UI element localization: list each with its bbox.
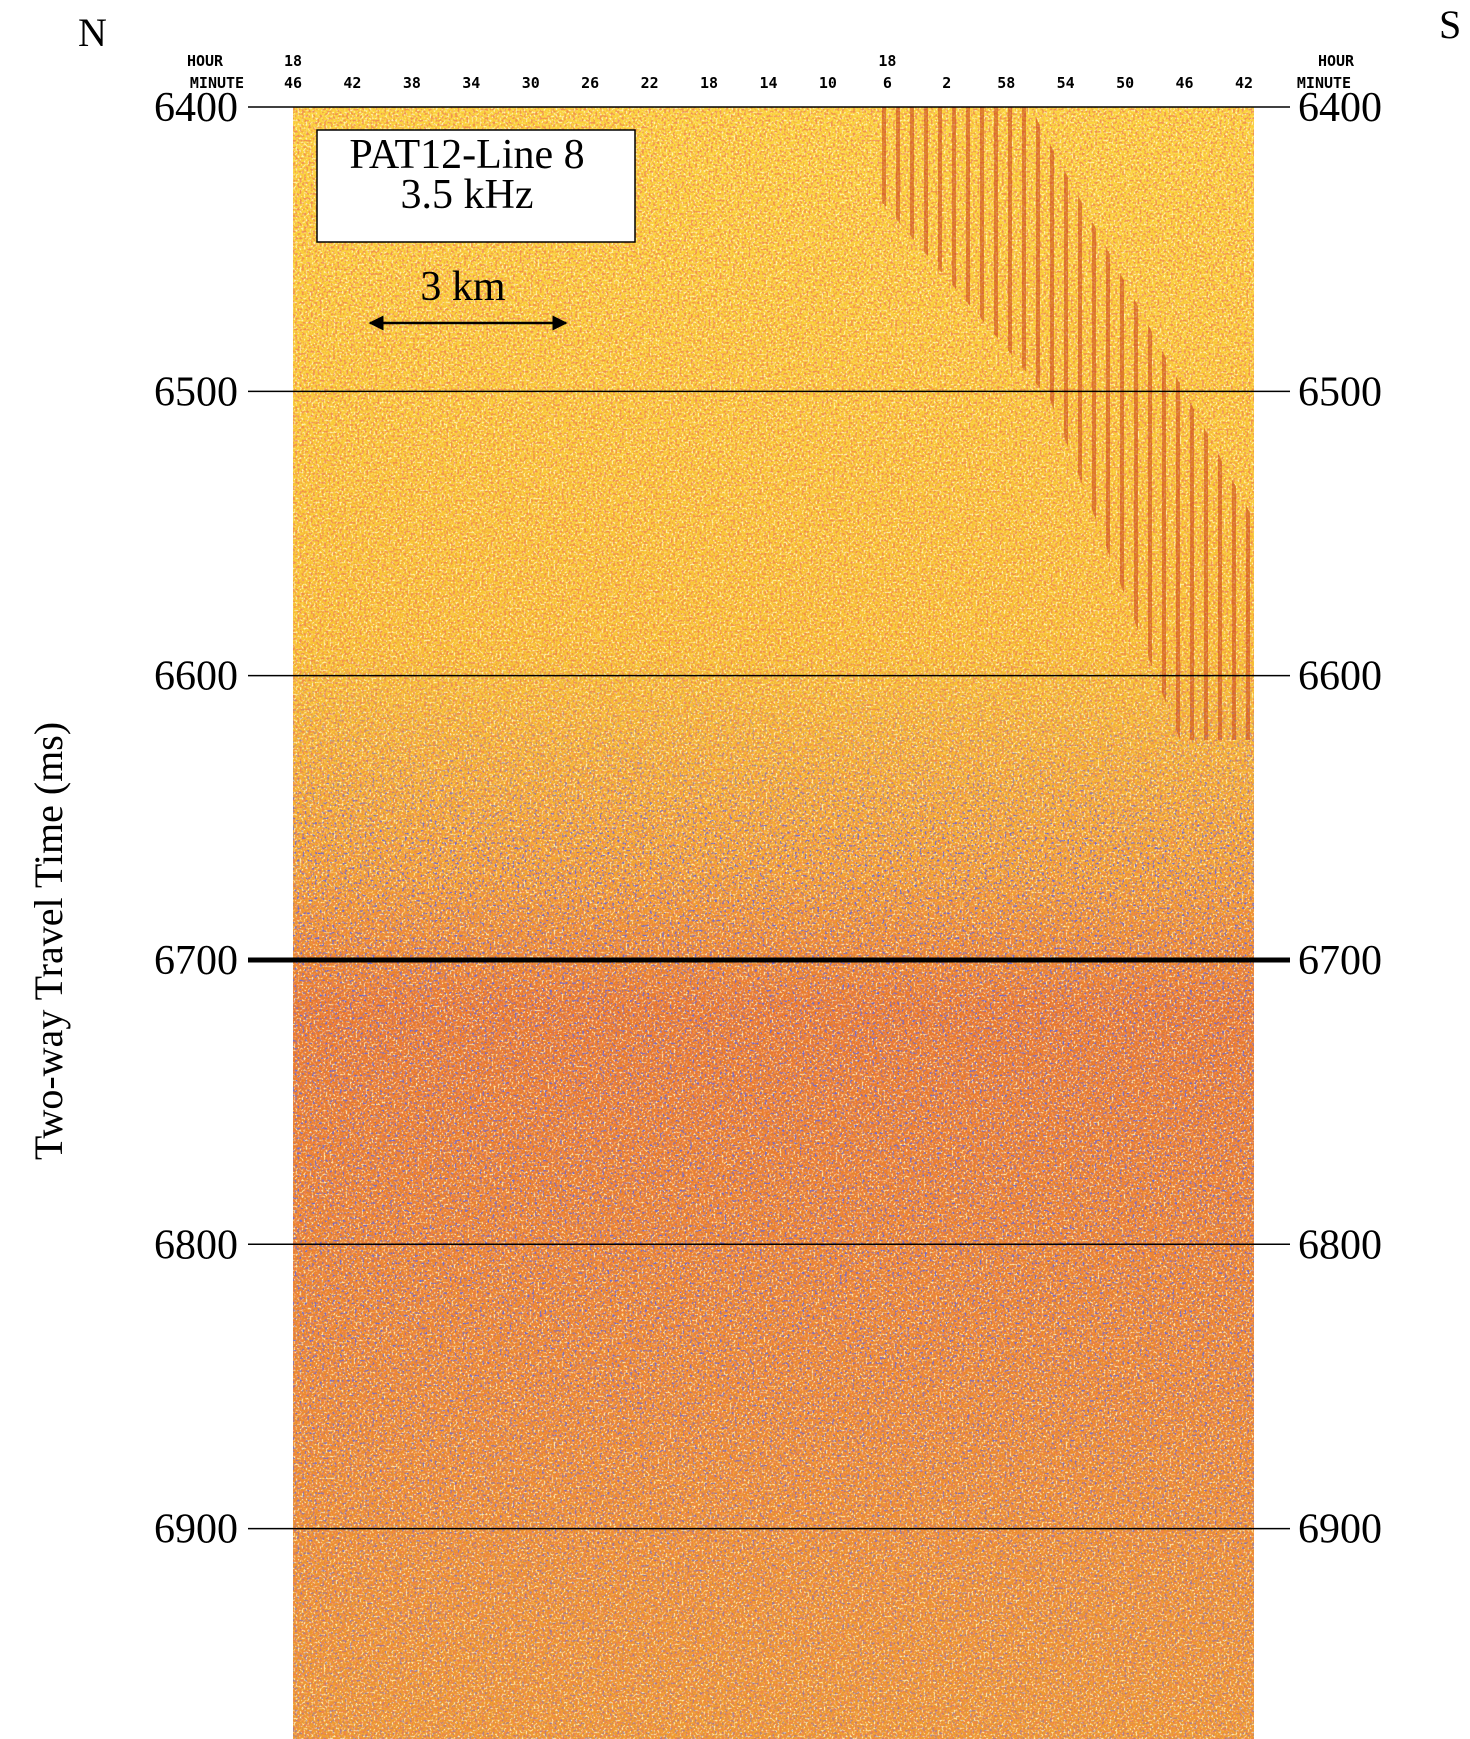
y-tick-label-left: 6900 [154, 1507, 238, 1553]
hour-axis-label: HOUR [187, 52, 224, 70]
minute-label: 54 [1057, 74, 1075, 92]
y-axis-label: Two-way Travel Time (ms) [26, 722, 71, 1160]
hour-axis-label: HOUR [1318, 52, 1355, 70]
minute-label: 34 [462, 74, 480, 92]
minute-label: 58 [997, 74, 1015, 92]
title-box [316, 129, 636, 243]
minute-label: 26 [581, 74, 599, 92]
y-tick-label-left: 6700 [154, 938, 238, 984]
noise-blue [293, 107, 1254, 1739]
minute-label: 46 [284, 74, 302, 92]
y-tick-label-right: 6600 [1298, 654, 1382, 700]
minute-label: 22 [641, 74, 659, 92]
axes: 6400 6400 6500 6500 6600 6600 6700 6700 6800 6800… [154, 52, 1382, 1553]
y-tick-label-right: 6700 [1298, 938, 1382, 984]
y-tick-label-right: 6400 [1298, 85, 1382, 131]
y-tick-label-right: 6500 [1298, 369, 1382, 415]
hour-label: 18 [878, 52, 896, 70]
scale-bar-label: 3 km [420, 264, 506, 310]
y-tick-label-left: 6400 [154, 85, 238, 131]
seismic-image [293, 107, 1254, 1739]
subtitle: 3.5 kHz [401, 172, 534, 218]
minute-label: 42 [343, 74, 361, 92]
minute-label: 18 [700, 74, 718, 92]
y-tick-label-left: 6800 [154, 1222, 238, 1268]
y-tick-label-left: 6600 [154, 654, 238, 700]
minute-label: 2 [942, 74, 951, 92]
minute-axis-label: MINUTE [190, 74, 244, 92]
minute-axis-label: MINUTE [1297, 74, 1351, 92]
minute-label: 38 [403, 74, 421, 92]
minute-label: 10 [819, 74, 837, 92]
minute-label: 6 [883, 74, 892, 92]
direction-left: N [78, 10, 107, 55]
title: PAT12-Line 8 [349, 132, 584, 178]
direction-right: S [1439, 2, 1461, 47]
minute-label: 42 [1235, 74, 1253, 92]
y-tick-label-right: 6900 [1298, 1507, 1382, 1553]
y-tick-label-left: 6500 [154, 369, 238, 415]
minute-label: 14 [759, 74, 777, 92]
y-tick-label-right: 6800 [1298, 1222, 1382, 1268]
hour-label: 18 [284, 52, 302, 70]
minute-label: 46 [1176, 74, 1194, 92]
minute-label: 30 [522, 74, 540, 92]
minute-label: 50 [1116, 74, 1134, 92]
